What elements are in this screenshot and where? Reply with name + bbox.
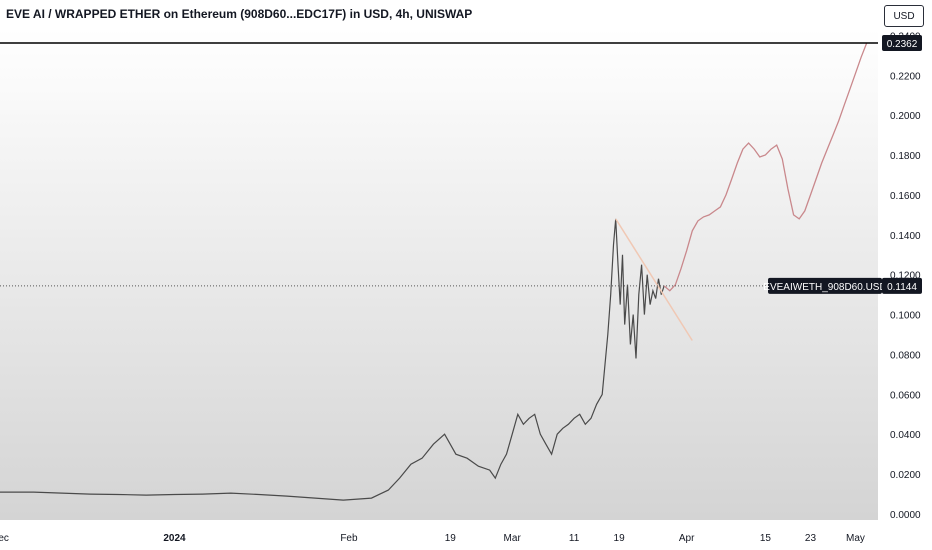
projection-group [663, 42, 868, 292]
price-badge-label: 0.1144 [887, 282, 917, 293]
y-tick-label: 0.0800 [890, 350, 921, 361]
y-tick-label: 0.1600 [890, 191, 921, 202]
price-group [0, 218, 693, 501]
x-tick-label: Apr [679, 533, 695, 544]
x-tick-label: Feb [340, 533, 358, 544]
y-tick-label: 0.0000 [890, 510, 921, 521]
price-line [0, 218, 665, 501]
x-tick-label: Mar [504, 533, 522, 544]
y-tick-label: 0.0200 [890, 470, 921, 481]
price-badges: 0.2362 EVEAIWETH_908D60.USD 0.1144 [763, 34, 922, 294]
y-tick-label: 0.2000 [890, 111, 921, 122]
x-tick-label: 19 [445, 533, 457, 544]
plot-background [0, 28, 878, 520]
y-axis: 0.0000 0.0200 0.0400 0.0600 0.0800 0.1000 0.12… [890, 31, 921, 521]
trendline [615, 218, 693, 341]
symbol-badge [768, 277, 882, 294]
x-tick-label: May [846, 533, 865, 544]
x-axis: Dec 2024 Feb 19 Mar 11 19 Apr 15 23 May [0, 533, 865, 544]
price-badge [882, 277, 922, 294]
x-tick-label: 23 [805, 533, 817, 544]
level-group [0, 42, 878, 287]
symbol-badge-label: EVEAIWETH_908D60.USD [763, 282, 886, 293]
y-tick-label: 0.1800 [890, 151, 921, 162]
x-tick-label: Dec [0, 533, 9, 544]
chart-title: EVE AI / WRAPPED ETHER on Ethereum (908D… [6, 7, 473, 21]
y-tick-label: 0.2200 [890, 71, 921, 82]
currency-button[interactable]: USD [884, 5, 924, 27]
y-tick-label: 0.1200 [890, 271, 921, 282]
level-badge-label: 0.2362 [887, 39, 918, 50]
y-tick-label: 0.0600 [890, 390, 921, 401]
x-tick-label: 11 [569, 533, 580, 544]
y-tick-label: 0.1000 [890, 311, 921, 322]
projection-line [663, 42, 868, 292]
y-tick-label: 0.0400 [890, 430, 921, 441]
x-tick-label: 15 [760, 533, 772, 544]
level-badge [882, 34, 922, 51]
x-tick-label: 19 [614, 533, 626, 544]
x-tick-label: 2024 [163, 533, 186, 544]
y-tick-label: 0.1400 [890, 231, 921, 242]
